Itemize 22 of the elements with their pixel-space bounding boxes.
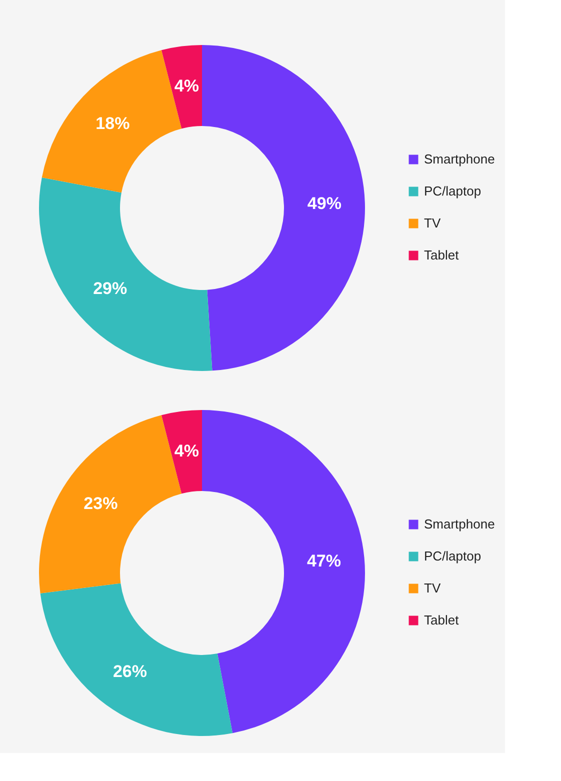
legend-label: PC/laptop <box>424 184 482 198</box>
donut-slice <box>202 410 365 734</box>
data-label: 47% <box>306 551 341 570</box>
data-label: 18% <box>96 114 130 134</box>
data-label: 49% <box>307 194 342 214</box>
data-label: 23% <box>84 494 118 514</box>
donut-slice <box>161 410 202 494</box>
legend-label: TV <box>424 216 441 230</box>
data-label: 26% <box>112 662 148 682</box>
donut-slice <box>40 583 233 736</box>
legend-label: TV <box>424 580 441 596</box>
legend-label: Smartphone <box>424 152 495 166</box>
donut-slice <box>39 177 212 371</box>
legend-label: PC/laptop <box>424 548 482 564</box>
data-label: 4% <box>174 441 199 460</box>
donut-slice <box>202 45 365 371</box>
data-label: 4% <box>174 76 199 96</box>
legend-label: Tablet <box>424 612 460 628</box>
legend-label: Tablet <box>424 248 460 262</box>
donut-slice <box>161 45 202 129</box>
legend-label: Smartphone <box>424 516 495 532</box>
data-label: 29% <box>93 279 128 298</box>
